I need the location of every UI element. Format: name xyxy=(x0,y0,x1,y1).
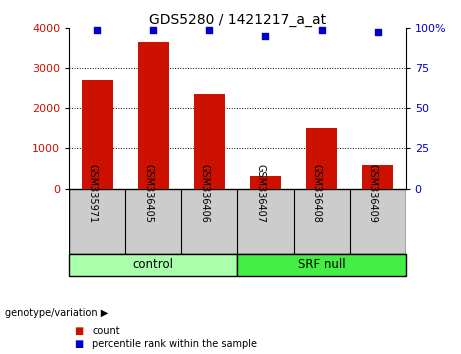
Text: GSM336407: GSM336407 xyxy=(255,164,266,223)
Text: control: control xyxy=(133,258,174,272)
Bar xyxy=(362,165,393,189)
Text: count: count xyxy=(92,326,120,336)
Point xyxy=(374,29,381,34)
Bar xyxy=(138,42,169,189)
Text: GSM335971: GSM335971 xyxy=(87,164,97,223)
Text: ■: ■ xyxy=(74,326,83,336)
Point xyxy=(262,34,269,39)
Point xyxy=(94,27,101,33)
Bar xyxy=(194,93,225,189)
Text: percentile rank within the sample: percentile rank within the sample xyxy=(92,339,257,349)
Point xyxy=(149,27,157,33)
Point xyxy=(318,27,325,33)
Bar xyxy=(250,176,281,189)
Text: GSM336406: GSM336406 xyxy=(199,164,209,223)
Text: ■: ■ xyxy=(74,339,83,349)
Bar xyxy=(306,128,337,189)
Text: SRF null: SRF null xyxy=(298,258,345,272)
Bar xyxy=(237,253,406,276)
Text: GSM336405: GSM336405 xyxy=(143,164,153,223)
Point xyxy=(206,27,213,33)
Bar xyxy=(82,80,112,189)
Text: GSM336409: GSM336409 xyxy=(367,164,378,223)
Text: genotype/variation ▶: genotype/variation ▶ xyxy=(5,308,108,318)
Bar xyxy=(69,253,237,276)
Title: GDS5280 / 1421217_a_at: GDS5280 / 1421217_a_at xyxy=(149,13,326,27)
Text: GSM336408: GSM336408 xyxy=(312,164,322,223)
